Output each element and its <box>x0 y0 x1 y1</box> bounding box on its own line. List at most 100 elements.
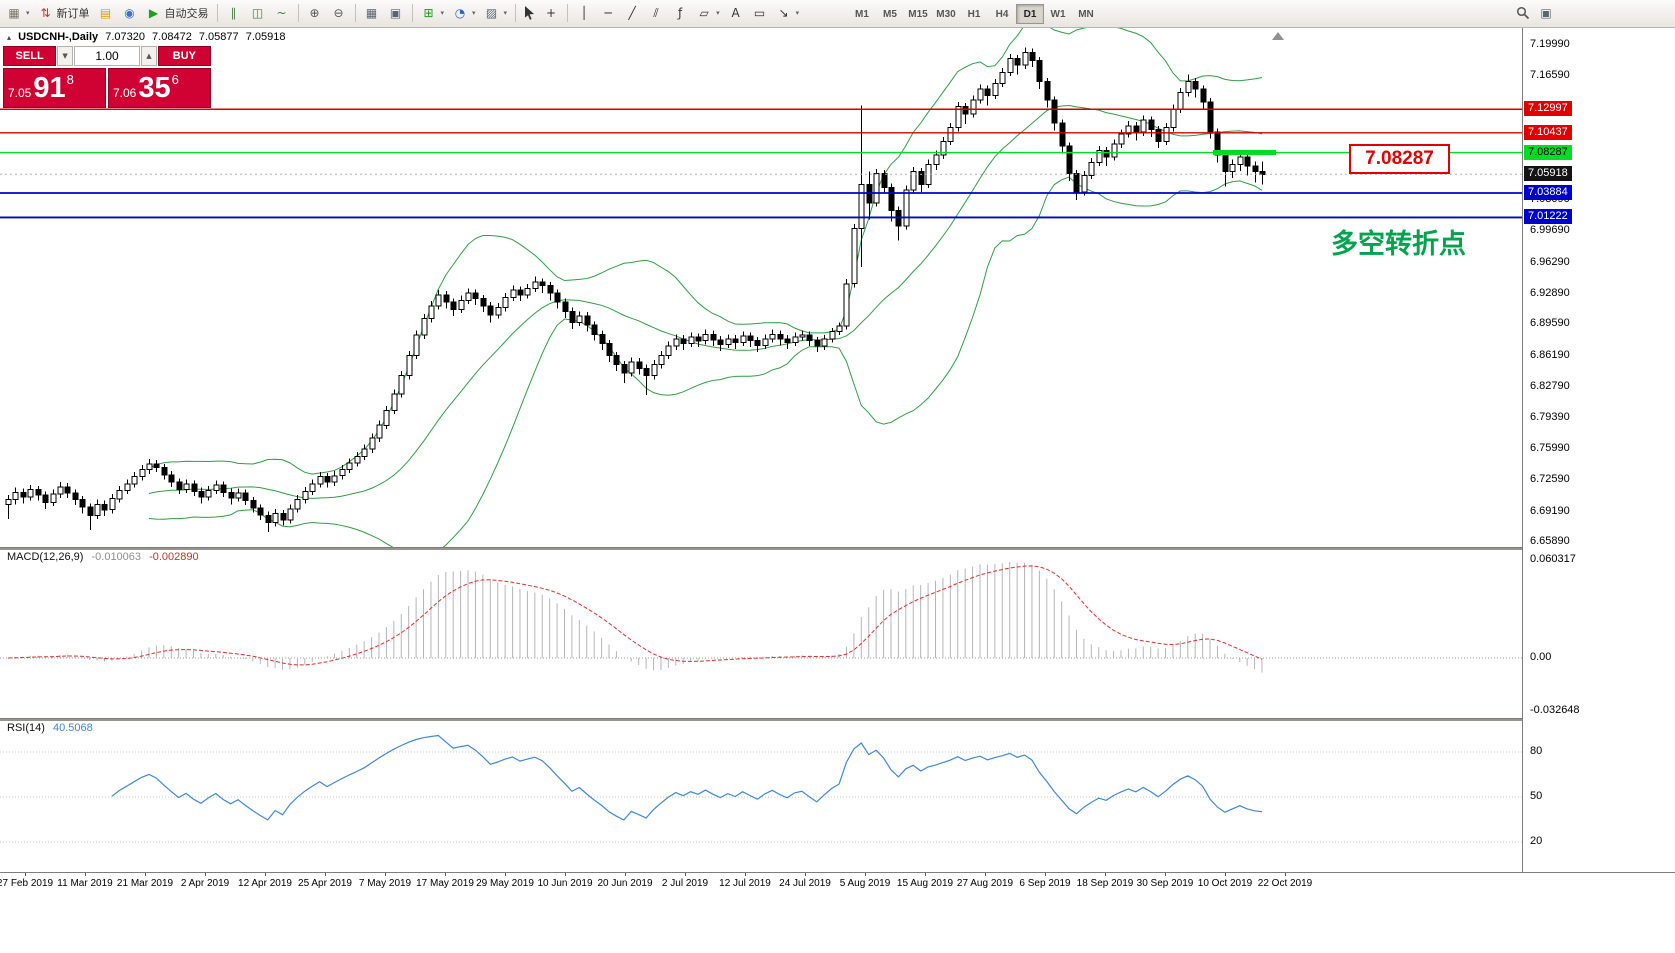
toolbar-separator <box>515 4 517 22</box>
sell-quote-button[interactable]: 7.05 91 8 <box>3 68 106 108</box>
timeframe-m5[interactable]: M5 <box>883 8 897 20</box>
candlestick-chart-icon[interactable]: ◫ <box>246 3 270 23</box>
timeframe-h1[interactable]: H1 <box>967 8 981 20</box>
tile-windows-icon: ▦ <box>365 6 378 20</box>
timeframe-h4[interactable]: H4 <box>995 8 1009 20</box>
buy-button[interactable]: BUY <box>157 46 211 66</box>
zoom-in-icon[interactable]: ⊕ <box>303 3 327 23</box>
new-order-button-label: 新订单 <box>56 7 90 20</box>
price-scale[interactable]: 7.199907.165907.030906.996906.962906.928… <box>1522 27 1675 872</box>
dropdown-caret-icon[interactable]: ▾ <box>716 9 720 17</box>
panel-splitter-macd[interactable] <box>0 547 1675 550</box>
time-tick <box>745 873 746 876</box>
price-badge: 7.05918 <box>1524 166 1572 182</box>
time-tick <box>1225 873 1226 876</box>
rsi-label: RSI(14) 40.5068 <box>7 722 98 734</box>
dropdown-caret-icon[interactable]: ▾ <box>440 9 445 17</box>
channel-icon: ⫽ <box>653 5 659 20</box>
new-window-icon[interactable]: ▣ <box>1534 3 1558 23</box>
templates-icon[interactable]: ▨ ▾ <box>480 3 512 23</box>
price-tick: 7.19990 <box>1530 38 1570 50</box>
date-label: 22 Oct 2019 <box>1257 878 1313 889</box>
crosshair-icon: + <box>546 6 557 20</box>
date-label: 5 Aug 2019 <box>839 878 891 889</box>
time-tick <box>85 873 86 876</box>
ohlc-low: 7.05877 <box>198 31 239 43</box>
line-chart-icon: ~ <box>276 6 287 20</box>
dropdown-caret-icon[interactable]: ▾ <box>26 9 30 17</box>
date-label: 27 Feb 2019 <box>0 878 54 889</box>
bar-chart-icon[interactable]: ∥ <box>222 3 246 23</box>
volume-down-button[interactable]: ▼ <box>57 46 73 66</box>
timeframe-m15[interactable]: M15 <box>908 8 928 20</box>
timeframe-m30[interactable]: M30 <box>936 8 956 20</box>
rsi-plot[interactable] <box>0 720 1522 872</box>
fibonacci-icon[interactable]: ƒ <box>668 3 692 23</box>
cursor-icon[interactable] <box>520 4 539 22</box>
market-watch-icon[interactable]: ◉ <box>118 3 142 23</box>
text-icon[interactable]: A <box>724 3 748 23</box>
line-chart-icon[interactable]: ~ <box>270 3 294 23</box>
time-scale[interactable]: 27 Feb 2019 11 Mar 2019 21 Mar 2019 2 Apr 2… <box>0 872 1675 893</box>
timeframe-m1[interactable]: M1 <box>855 8 869 20</box>
sell-button[interactable]: SELL <box>3 46 57 66</box>
timeframe-mn[interactable]: MN <box>1078 8 1094 20</box>
panel-splitter-rsi[interactable] <box>0 718 1675 721</box>
chart-info-line: ▴ USDCNH-,Daily 7.07320 7.08472 7.05877 … <box>7 31 289 43</box>
price-tick: 6.69190 <box>1530 504 1570 517</box>
dropdown-caret-icon[interactable]: ▾ <box>503 9 508 17</box>
arrange-windows-icon[interactable]: ▣ <box>384 3 408 23</box>
search-icon[interactable] <box>1512 4 1534 22</box>
new-chart-icon[interactable]: ▦ ▾ <box>2 3 34 23</box>
channel-icon[interactable]: ⫽ <box>644 3 668 23</box>
trendline-icon[interactable]: ╱ <box>620 3 644 23</box>
new-window-icon: ▣ <box>1540 6 1552 20</box>
periods-icon[interactable]: ◔ ▾ <box>448 3 480 23</box>
time-tick <box>1045 873 1046 876</box>
autotrading-button[interactable]: ▶ 自动交易 <box>142 3 213 23</box>
volume-up-button[interactable]: ▲ <box>141 46 157 66</box>
time-tick <box>325 873 326 876</box>
rsi-title: RSI(14) <box>7 722 45 734</box>
buy-price-sup: 6 <box>171 72 179 87</box>
label-icon: ▭ <box>753 6 766 20</box>
price-tick: 6.96290 <box>1530 255 1570 268</box>
price-tick: 6.79390 <box>1530 410 1570 423</box>
buy-quote-button[interactable]: 7.06 35 6 <box>108 68 211 108</box>
time-tick <box>265 873 266 876</box>
turning-point-text[interactable]: 多空转折点 <box>1331 229 1466 260</box>
timeframe-d1[interactable]: D1 <box>1016 4 1044 24</box>
crosshair-icon[interactable]: + <box>539 3 563 23</box>
tile-windows-icon[interactable]: ▦ <box>360 3 384 23</box>
label-icon[interactable]: ▭ <box>748 3 772 23</box>
price-annotation-box[interactable]: 7.08287 <box>1349 144 1450 174</box>
time-tick <box>985 873 986 876</box>
new-order-icon: ⇅ <box>40 6 51 20</box>
dropdown-caret-icon[interactable]: ▾ <box>795 9 800 17</box>
new-chart-icon: ▦ <box>8 6 20 20</box>
price-tick: 6.92890 <box>1530 286 1570 299</box>
vertical-line-icon[interactable]: │ <box>572 3 596 23</box>
macd-title: MACD(12,26,9) <box>7 551 84 563</box>
date-label: 6 Sep 2019 <box>1019 878 1071 889</box>
new-order-button[interactable]: ⇅ 新订单 <box>34 3 94 23</box>
timeframe-w1[interactable]: W1 <box>1050 8 1066 20</box>
mql-wizard-icon[interactable]: ▤ <box>94 3 118 23</box>
price-badge: 7.08287 <box>1524 144 1572 160</box>
time-tick <box>145 873 146 876</box>
price-tick: 6.72590 <box>1530 473 1570 486</box>
time-tick <box>925 873 926 876</box>
shapes-icon[interactable]: ▱ ▾ <box>692 3 724 23</box>
volume-input[interactable] <box>74 46 140 66</box>
arrows-icon[interactable]: ↘ ▾ <box>772 3 804 23</box>
main-chart-plot[interactable] <box>0 27 1522 547</box>
toolbar-right-icons: ▣ <box>1512 0 1558 26</box>
time-tick <box>1165 873 1166 876</box>
dropdown-caret-icon[interactable]: ▾ <box>472 9 476 17</box>
horizontal-line-icon[interactable]: ─ <box>596 3 620 23</box>
date-label: 7 May 2019 <box>358 878 412 889</box>
macd-plot[interactable] <box>0 549 1522 718</box>
indicators-icon[interactable]: ⊞ ▾ <box>417 3 449 23</box>
zoom-out-icon[interactable]: ⊖ <box>327 3 351 23</box>
